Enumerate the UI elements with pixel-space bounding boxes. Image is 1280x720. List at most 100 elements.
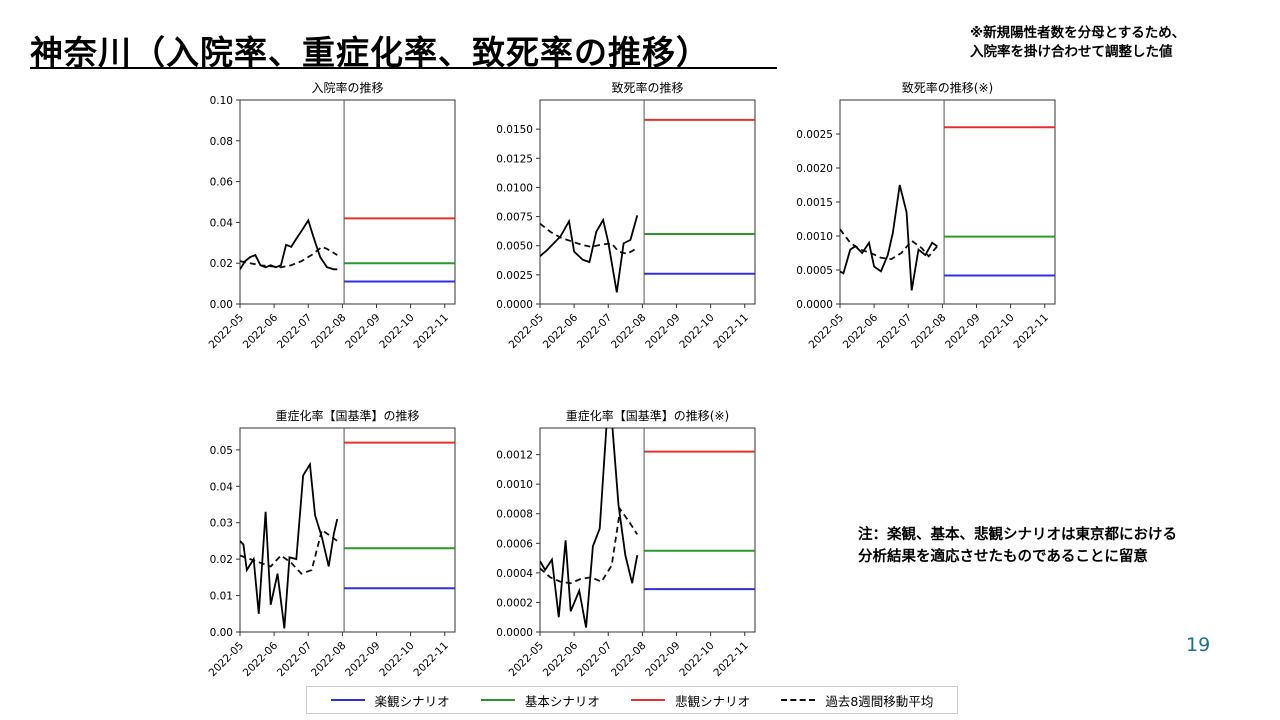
y-tick-label: 0.0075 bbox=[496, 212, 533, 224]
x-tick-label: 2022-09 bbox=[643, 312, 683, 352]
y-tick-label: 0.04 bbox=[210, 481, 234, 493]
note-top-line2: 入院率を掛け合わせて調整した値 bbox=[970, 44, 1173, 60]
y-tick-label: 0.0010 bbox=[496, 479, 533, 491]
x-tick-label: 2022-11 bbox=[711, 640, 751, 680]
plot-frame bbox=[539, 427, 756, 633]
x-tick-label: 2022-08 bbox=[309, 640, 349, 680]
x-tick-label: 2022-06 bbox=[241, 311, 281, 351]
x-tick-label: 2022-05 bbox=[207, 312, 247, 352]
y-tick-label: 0.00 bbox=[210, 299, 233, 311]
x-tick-label: 2022-06 bbox=[541, 311, 581, 351]
legend-swatch-base bbox=[480, 699, 515, 701]
title-underline bbox=[30, 67, 777, 69]
y-tick-label: 0.0000 bbox=[496, 299, 533, 311]
y-tick-label: 0.08 bbox=[210, 136, 233, 148]
observed-line bbox=[240, 461, 339, 629]
y-tick-label: 0.0012 bbox=[496, 450, 533, 462]
legend-label-pessimistic: 悲観シナリオ bbox=[675, 693, 751, 709]
legend-item-base: 基本シナリオ bbox=[480, 691, 600, 710]
chart-title: 重症化率【国基準】の推移(※) bbox=[566, 408, 729, 423]
x-tick-label: 2022-06 bbox=[241, 639, 281, 679]
y-tick-label: 0.00 bbox=[210, 627, 233, 639]
plot-content bbox=[540, 428, 755, 632]
y-tick-label: 0.0006 bbox=[496, 538, 533, 550]
plot-frame bbox=[239, 99, 456, 305]
x-tick-label: 2022-11 bbox=[711, 312, 751, 352]
x-tick-label: 2022-10 bbox=[977, 312, 1017, 352]
x-tick-label: 2022-09 bbox=[943, 312, 983, 352]
y-tick-label: 0.04 bbox=[210, 217, 234, 229]
chart-title: 重症化率【国基準】の推移 bbox=[275, 408, 419, 423]
plot-frame bbox=[839, 99, 1056, 305]
y-tick-label: 0.01 bbox=[210, 591, 233, 603]
chart-title: 致死率の推移(※) bbox=[902, 80, 993, 95]
plot-content bbox=[240, 428, 455, 632]
y-tick-label: 0.0025 bbox=[496, 270, 533, 282]
y-tick-label: 0.0100 bbox=[496, 182, 533, 194]
moving-average-line bbox=[540, 222, 638, 255]
y-tick-label: 0.0020 bbox=[796, 163, 833, 175]
legend-label-base: 基本シナリオ bbox=[524, 693, 600, 709]
x-tick-label: 2022-07 bbox=[575, 640, 615, 680]
plot-frame bbox=[539, 99, 756, 305]
x-tick-label: 2022-05 bbox=[807, 312, 847, 352]
moving-average-line bbox=[240, 528, 338, 575]
y-tick-label: 0.0015 bbox=[796, 197, 833, 209]
legend-swatch-optimistic bbox=[330, 699, 365, 701]
x-tick-label: 2022-05 bbox=[207, 640, 247, 680]
y-tick-label: 0.02 bbox=[210, 554, 233, 566]
legend-swatch-pessimistic bbox=[631, 699, 666, 701]
y-tick-label: 0.0002 bbox=[496, 597, 533, 609]
observed-line bbox=[240, 218, 338, 271]
moving-average-line bbox=[540, 506, 639, 585]
x-tick-label: 2022-07 bbox=[275, 312, 315, 352]
x-tick-label: 2022-11 bbox=[411, 640, 451, 680]
note-bottom-line2: 分析結果を適応させたものであることに留意 bbox=[858, 549, 1148, 565]
y-tick-label: 0.0010 bbox=[796, 231, 833, 243]
note-top: ※新規陽性者数を分母とするため、 入院率を掛け合わせて調整した値 bbox=[970, 24, 1185, 62]
x-tick-label: 2022-06 bbox=[541, 639, 581, 679]
x-tick-label: 2022-10 bbox=[677, 640, 717, 680]
x-tick-label: 2022-08 bbox=[309, 312, 349, 352]
plot-frame bbox=[239, 427, 456, 633]
x-tick-label: 2022-06 bbox=[841, 311, 881, 351]
x-tick-label: 2022-05 bbox=[507, 312, 547, 352]
y-tick-label: 0.0000 bbox=[796, 299, 833, 311]
chart-title: 致死率の推移 bbox=[611, 80, 683, 95]
observed-line bbox=[540, 215, 639, 293]
x-tick-label: 2022-11 bbox=[1011, 312, 1051, 352]
x-tick-label: 2022-11 bbox=[411, 312, 451, 352]
x-tick-label: 2022-05 bbox=[507, 640, 547, 680]
y-tick-label: 0.03 bbox=[210, 518, 233, 530]
moving-average-line bbox=[240, 245, 338, 269]
y-tick-label: 0.0004 bbox=[496, 568, 533, 580]
x-tick-label: 2022-08 bbox=[609, 312, 649, 352]
y-tick-label: 0.0005 bbox=[796, 265, 833, 277]
legend: 楽観シナリオ 基本シナリオ 悲観シナリオ 過去8週間移動平均 bbox=[306, 686, 958, 714]
chart-title: 入院率の推移 bbox=[311, 80, 383, 95]
legend-item-pessimistic: 悲観シナリオ bbox=[631, 691, 750, 710]
legend-label-optimistic: 楽観シナリオ bbox=[374, 693, 450, 709]
y-tick-label: 0.0000 bbox=[496, 627, 533, 639]
chart-1: 入院率の推移0.000.020.040.060.080.102022-05202… bbox=[207, 80, 456, 352]
observed-line bbox=[840, 184, 938, 291]
x-tick-label: 2022-08 bbox=[909, 312, 949, 352]
y-tick-label: 0.0025 bbox=[796, 129, 833, 141]
plot-content bbox=[540, 100, 755, 304]
y-tick-label: 0.0008 bbox=[496, 509, 533, 521]
x-tick-label: 2022-09 bbox=[343, 640, 383, 680]
page-number: 19 bbox=[1186, 634, 1211, 656]
y-tick-label: 0.0050 bbox=[496, 241, 533, 253]
chart-2: 致死率の推移 0.0000 0.0025 0.0050 0.0075 0.0100 0.01… bbox=[496, 80, 756, 352]
note-top-line1: ※新規陽性者数を分母とするため、 bbox=[970, 25, 1186, 41]
x-tick-label: 2022-09 bbox=[343, 312, 383, 352]
x-tick-label: 2022-07 bbox=[875, 312, 915, 352]
y-tick-label: 0.06 bbox=[210, 177, 234, 189]
legend-swatch-moving-average bbox=[781, 699, 816, 701]
x-tick-label: 2022-10 bbox=[377, 312, 417, 352]
x-tick-label: 2022-10 bbox=[377, 640, 417, 680]
plot-content bbox=[240, 100, 455, 304]
legend-item-moving-average: 過去8週間移動平均 bbox=[781, 691, 933, 710]
chart-5: 重症化率【国基準】の推移(※) 0.0000 0.0002 0.0004 0.0006 0… bbox=[496, 408, 756, 680]
